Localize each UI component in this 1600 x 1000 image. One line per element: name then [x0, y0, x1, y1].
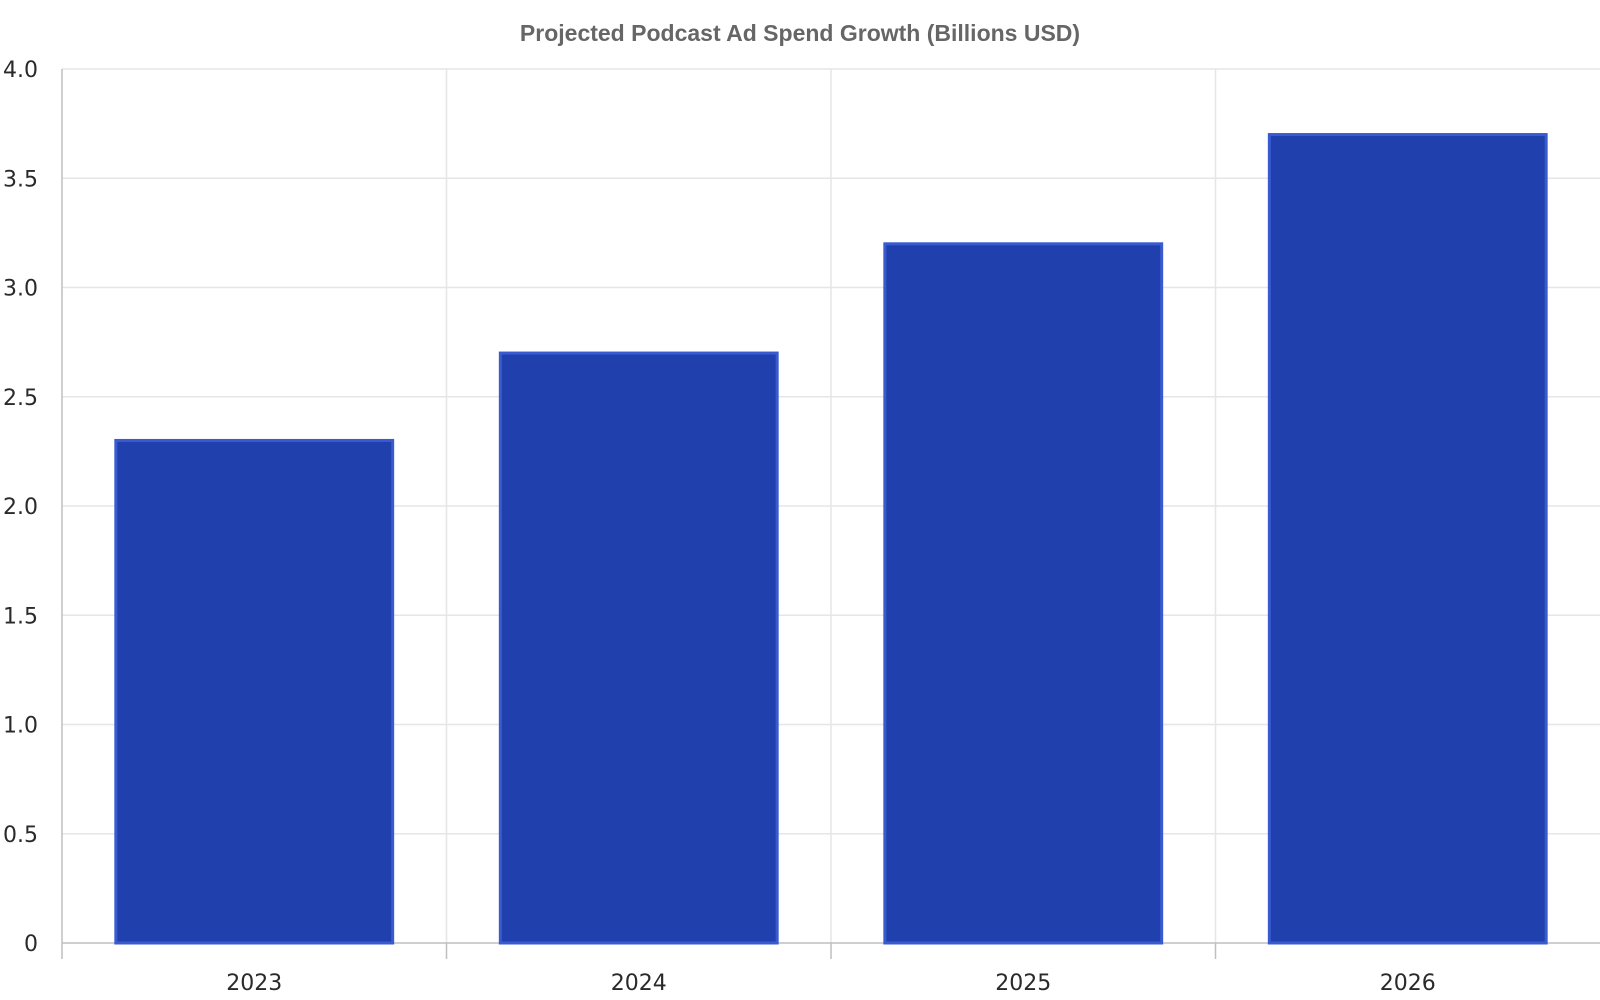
chart-title: Projected Podcast Ad Spend Growth (Billi…: [519, 20, 1081, 46]
x-tick-label: 2023: [226, 971, 282, 996]
y-tick-label: 0: [24, 932, 38, 957]
x-tick-label: 2024: [611, 971, 667, 996]
y-tick-label: 3.5: [3, 167, 38, 192]
y-tick-label: 4.0: [3, 58, 38, 83]
y-tick-label: 1.0: [3, 714, 38, 739]
y-tick-label: 2.0: [3, 495, 38, 520]
bar-2023: [114, 438, 395, 945]
y-tick-label: 2.5: [3, 386, 38, 411]
bar-2025: [883, 242, 1164, 945]
x-tick-label: 2026: [1380, 971, 1436, 996]
y-tick-label: 1.5: [3, 604, 38, 629]
x-tick-label: 2025: [995, 971, 1051, 996]
y-tick-label: 3.0: [3, 277, 38, 302]
bar-2026: [1267, 133, 1548, 945]
y-tick-label: 0.5: [3, 823, 38, 848]
bar-2024: [498, 351, 779, 945]
